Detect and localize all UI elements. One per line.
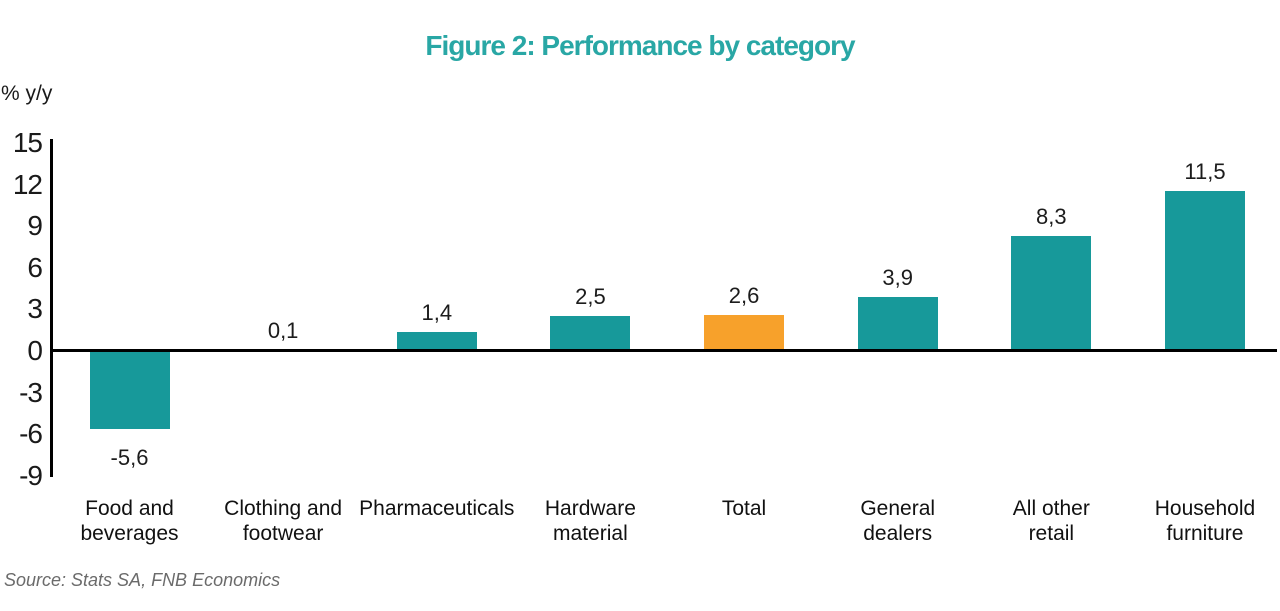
category-label-line: retail: [1028, 522, 1075, 545]
source-note: Source: Stats SA, FNB Economics: [4, 570, 281, 590]
chart-title: Figure 2: Performance by category: [425, 30, 855, 61]
value-label-clothing-and-footwear: 0,1: [267, 317, 299, 343]
bar-hardware-material: [550, 316, 631, 351]
value-label-food-and-beverages: -5,6: [110, 444, 149, 470]
x-axis-zero-line: [50, 349, 1277, 352]
category-label-line: Food and: [85, 497, 174, 520]
category-label-general-dealers: General dealers: [816, 496, 980, 546]
y-tick-label-9: 9: [27, 210, 43, 242]
y-tick-label--6: -6: [19, 418, 43, 450]
bar-all-other-retail: [1011, 235, 1092, 351]
category-label-line: dealers: [863, 522, 933, 545]
y-tick-label-12: 12: [12, 168, 43, 200]
category-label-clothing-and-footwear: Clothing and footwear: [201, 496, 365, 546]
value-label-household-furniture: 11,5: [1184, 159, 1226, 185]
y-tick-label-3: 3: [27, 293, 43, 325]
bar-household-furniture: [1164, 191, 1245, 351]
y-tick-label-15: 15: [12, 126, 43, 158]
bar-food-and-beverages: [89, 351, 170, 429]
category-label-line: footwear: [242, 522, 324, 545]
category-label-line: Pharmaceuticals: [359, 497, 515, 520]
category-label-line: beverages: [80, 522, 179, 545]
value-label-hardware-material: 2,5: [575, 284, 606, 310]
value-label-pharmaceuticals: 1,4: [421, 299, 453, 325]
category-label-hardware-material: Hardware material: [508, 496, 672, 546]
category-label-line: material: [553, 522, 628, 545]
bar-pharmaceuticals: [396, 331, 477, 351]
bar-general-dealers: [857, 296, 938, 351]
category-label-pharmaceuticals: Pharmaceuticals: [355, 496, 519, 521]
category-label-line: Hardware: [544, 497, 636, 520]
y-tick-label--3: -3: [19, 376, 43, 408]
category-label-household-furniture: Household furniture: [1123, 496, 1280, 546]
y-tick-label-6: 6: [27, 251, 43, 283]
category-label-line: General: [860, 497, 936, 520]
category-label-line: Total: [721, 497, 767, 520]
category-label-food-and-beverages: Food and beverages: [48, 496, 212, 546]
category-label-total: Total: [662, 496, 826, 521]
value-label-all-other-retail: 8,3: [1036, 203, 1067, 229]
category-label-line: All other: [1012, 497, 1090, 520]
value-label-general-dealers: 3,9: [882, 264, 913, 290]
y-tick-label--9: -9: [19, 459, 43, 491]
category-label-line: Household: [1154, 497, 1256, 520]
category-label-line: Clothing and: [224, 497, 343, 520]
y-axis-unit-label: % y/y: [1, 82, 53, 105]
category-label-all-other-retail: All other retail: [969, 496, 1133, 546]
category-label-line: furniture: [1166, 522, 1244, 545]
y-tick-label-0: 0: [27, 335, 43, 366]
y-axis-line: [50, 139, 53, 477]
value-label-total: 2,6: [728, 282, 760, 308]
bar-total: [704, 314, 785, 351]
